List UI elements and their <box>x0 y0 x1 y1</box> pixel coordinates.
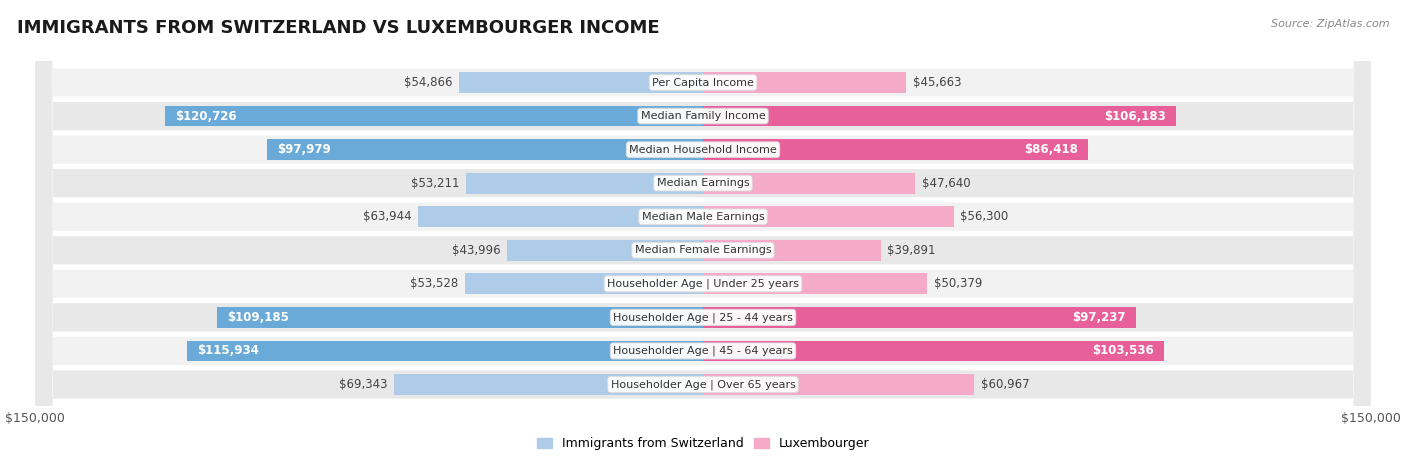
Text: $45,663: $45,663 <box>912 76 962 89</box>
Bar <box>464 273 703 294</box>
Text: Median Earnings: Median Earnings <box>657 178 749 188</box>
Text: $97,979: $97,979 <box>277 143 330 156</box>
Text: $120,726: $120,726 <box>176 110 238 122</box>
Text: Householder Age | Under 25 years: Householder Age | Under 25 years <box>607 279 799 289</box>
Text: $53,211: $53,211 <box>411 177 460 190</box>
Text: $106,183: $106,183 <box>1104 110 1166 122</box>
Text: $103,536: $103,536 <box>1092 345 1154 357</box>
Bar <box>703 307 1136 328</box>
Bar <box>458 72 703 93</box>
Text: Median Family Income: Median Family Income <box>641 111 765 121</box>
FancyBboxPatch shape <box>35 0 1371 467</box>
FancyBboxPatch shape <box>35 0 1371 467</box>
Bar <box>394 374 703 395</box>
Bar <box>703 374 974 395</box>
Bar <box>465 173 703 194</box>
Text: $69,343: $69,343 <box>339 378 388 391</box>
Legend: Immigrants from Switzerland, Luxembourger: Immigrants from Switzerland, Luxembourge… <box>531 432 875 455</box>
Bar <box>187 340 703 361</box>
Bar <box>217 307 703 328</box>
FancyBboxPatch shape <box>35 0 1371 467</box>
Text: Median Male Earnings: Median Male Earnings <box>641 212 765 222</box>
FancyBboxPatch shape <box>35 0 1371 467</box>
Text: $54,866: $54,866 <box>404 76 453 89</box>
Bar <box>703 173 915 194</box>
Bar <box>166 106 703 127</box>
FancyBboxPatch shape <box>35 0 1371 467</box>
Text: $60,967: $60,967 <box>981 378 1029 391</box>
Text: $115,934: $115,934 <box>197 345 259 357</box>
Text: Householder Age | Over 65 years: Householder Age | Over 65 years <box>610 379 796 390</box>
Text: $63,944: $63,944 <box>363 210 412 223</box>
Text: Householder Age | 25 - 44 years: Householder Age | 25 - 44 years <box>613 312 793 323</box>
Text: Householder Age | 45 - 64 years: Householder Age | 45 - 64 years <box>613 346 793 356</box>
Bar <box>703 72 907 93</box>
Text: $97,237: $97,237 <box>1073 311 1126 324</box>
Text: $56,300: $56,300 <box>960 210 1008 223</box>
Bar <box>508 240 703 261</box>
Text: Source: ZipAtlas.com: Source: ZipAtlas.com <box>1271 19 1389 28</box>
FancyBboxPatch shape <box>35 0 1371 467</box>
Bar <box>703 106 1175 127</box>
Bar <box>703 340 1164 361</box>
Bar <box>267 139 703 160</box>
Text: $47,640: $47,640 <box>922 177 970 190</box>
Text: $109,185: $109,185 <box>226 311 288 324</box>
Text: Per Capita Income: Per Capita Income <box>652 78 754 87</box>
Text: $43,996: $43,996 <box>451 244 501 257</box>
Bar <box>703 240 880 261</box>
Text: IMMIGRANTS FROM SWITZERLAND VS LUXEMBOURGER INCOME: IMMIGRANTS FROM SWITZERLAND VS LUXEMBOUR… <box>17 19 659 37</box>
FancyBboxPatch shape <box>35 0 1371 467</box>
Bar <box>703 206 953 227</box>
Bar <box>703 273 928 294</box>
FancyBboxPatch shape <box>35 0 1371 467</box>
Text: $86,418: $86,418 <box>1024 143 1078 156</box>
Text: Median Female Earnings: Median Female Earnings <box>634 245 772 255</box>
Bar <box>703 139 1088 160</box>
Text: $53,528: $53,528 <box>409 277 458 290</box>
Text: $50,379: $50,379 <box>934 277 983 290</box>
Text: Median Household Income: Median Household Income <box>628 145 778 155</box>
Text: $39,891: $39,891 <box>887 244 936 257</box>
FancyBboxPatch shape <box>35 0 1371 467</box>
FancyBboxPatch shape <box>35 0 1371 467</box>
Bar <box>419 206 703 227</box>
